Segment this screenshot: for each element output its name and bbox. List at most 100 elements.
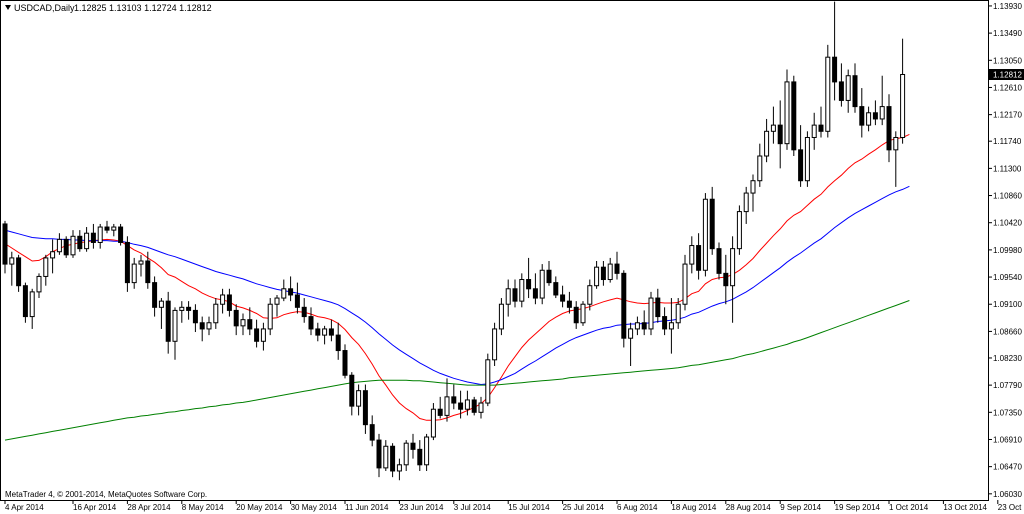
candle [437, 396, 443, 419]
candle [764, 118, 770, 163]
y-tick-label: 1.11740 [993, 137, 1022, 146]
candle [682, 254, 688, 311]
y-tick-label: 1.12170 [993, 111, 1022, 120]
candle [315, 322, 321, 342]
candle-body-bullish [213, 303, 219, 324]
candle-body-bullish [587, 285, 593, 305]
candle-body-bullish [29, 291, 35, 318]
candle [2, 220, 8, 274]
y-tick-label: 1.06030 [993, 490, 1022, 499]
candle-body-bearish [852, 75, 858, 108]
candle-body-bullish [356, 390, 362, 407]
candle [872, 100, 878, 126]
candle [152, 276, 158, 317]
candle-body-bullish [770, 124, 776, 132]
candle-body-bearish [90, 232, 96, 243]
y-tick-label: 1.11300 [993, 164, 1022, 173]
candle [580, 301, 586, 326]
candle-body-bullish [220, 294, 226, 305]
candle [859, 88, 865, 138]
candle-body-bearish [145, 260, 151, 284]
candle [390, 443, 396, 478]
moving-average-line-1 [4, 133, 910, 421]
candle [281, 279, 287, 302]
candle [145, 251, 151, 289]
candle-body-bearish [410, 442, 416, 450]
candle [179, 301, 185, 323]
candle-body-bearish [655, 297, 661, 318]
candle-body-bullish [138, 260, 144, 265]
candle [240, 313, 246, 336]
x-tick-label: 9 Sep 2014 [780, 503, 821, 512]
candle [158, 298, 164, 329]
candle-body-bullish [675, 303, 681, 324]
candles [2, 1, 906, 481]
candle [553, 276, 559, 299]
moving-average-line-2 [4, 185, 910, 386]
candle-body-bearish [2, 223, 8, 265]
candle-body-bullish [784, 81, 790, 145]
y-tick-label: 1.06470 [993, 463, 1022, 472]
candle-body-bearish [233, 309, 239, 327]
candle [900, 38, 906, 144]
candle-body-bearish [723, 272, 729, 287]
candle [63, 236, 69, 258]
y-tick-label: 1.08660 [993, 327, 1022, 336]
candle-body-bearish [376, 439, 382, 469]
candle-body-bearish [641, 322, 647, 330]
candle [111, 223, 117, 237]
candle-body-bullish [158, 300, 164, 308]
ohlc-values: 1.12825 1.13103 1.12724 1.12812 [74, 3, 212, 13]
candle [600, 260, 606, 286]
candle [84, 227, 90, 252]
candle [131, 257, 137, 289]
candle-body-bullish [206, 322, 212, 330]
x-tick-label: 23 Jun 2014 [399, 503, 444, 512]
candle-body-bearish [77, 235, 83, 250]
candle-body-bearish [600, 266, 606, 281]
candle-body-bearish [335, 334, 341, 352]
current-price-tag: 1.12812 [989, 69, 1024, 80]
candle [274, 294, 280, 317]
candle-body-bullish [240, 319, 246, 327]
candle [254, 319, 260, 348]
candle [818, 106, 824, 138]
candle-body-bearish [362, 390, 368, 426]
candle [770, 106, 776, 144]
candle-body-bearish [471, 399, 477, 413]
x-tick-label: 3 Jul 2014 [454, 503, 491, 512]
candle-body-bearish [63, 238, 69, 256]
dropdown-triangle-icon[interactable] [5, 5, 11, 10]
x-tick-label: 11 Jun 2014 [345, 503, 389, 512]
candle-body-bearish [226, 294, 232, 311]
candle [648, 291, 654, 336]
x-tick-label: 25 Jul 2014 [563, 503, 605, 512]
candle [424, 433, 430, 471]
candle-body-bullish [36, 275, 42, 293]
candle-body-bullish [634, 322, 640, 330]
candle [43, 254, 49, 286]
candle [512, 279, 518, 308]
candle [478, 396, 484, 419]
candle [294, 282, 300, 314]
candle [356, 384, 362, 416]
x-tick-label: 6 Aug 2014 [617, 503, 658, 512]
candle [70, 230, 76, 258]
candle-body-bearish [342, 350, 348, 376]
candle [621, 270, 627, 348]
candle [213, 298, 219, 329]
candle [798, 125, 804, 187]
candle [77, 230, 83, 252]
candle-body-bullish [628, 328, 634, 339]
candle-body-bearish [798, 149, 804, 182]
candle-body-bullish [648, 297, 654, 330]
candle [675, 298, 681, 329]
candle [662, 307, 668, 336]
x-tick-label: 13 Oct 2014 [943, 503, 987, 512]
candle-body-bearish [451, 396, 457, 404]
x-tick-label: 28 Aug 2014 [726, 503, 771, 512]
y-tick-label: 1.10420 [993, 219, 1022, 228]
